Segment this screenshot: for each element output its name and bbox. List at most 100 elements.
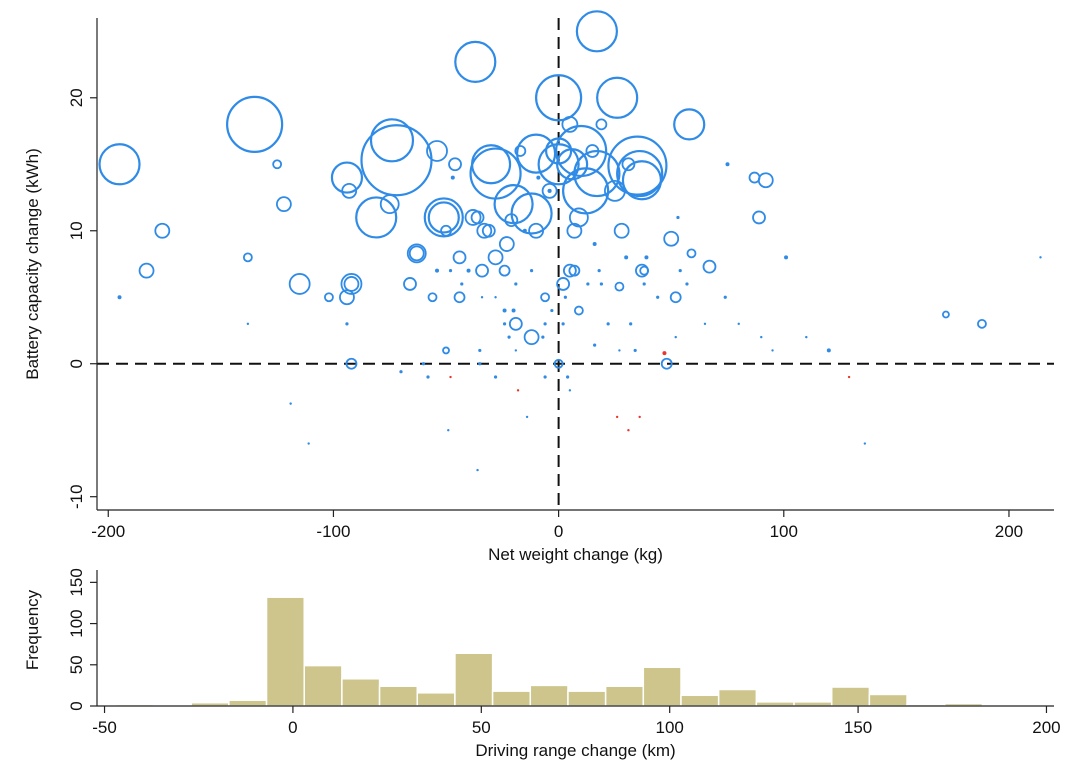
data-point — [723, 295, 727, 299]
data-point — [246, 322, 250, 326]
data-point — [535, 74, 583, 122]
data-point — [450, 175, 455, 180]
data-point — [442, 346, 450, 355]
data-point — [615, 415, 619, 419]
data-point — [502, 322, 507, 326]
data-point — [288, 273, 311, 295]
scatter-x-axis-label: Net weight change (kg) — [488, 545, 663, 564]
data-point — [607, 135, 668, 196]
data-point — [621, 160, 663, 201]
data-point — [408, 245, 425, 262]
data-point — [573, 305, 584, 316]
data-point — [470, 210, 485, 225]
histogram-bar — [755, 701, 795, 707]
histogram-bar — [680, 694, 720, 707]
data-point — [403, 277, 417, 291]
y-tick-label: -10 — [67, 484, 86, 509]
data-point — [447, 429, 450, 432]
data-point — [725, 162, 730, 167]
data-point — [642, 282, 646, 286]
data-point — [476, 222, 493, 239]
histogram-axes — [96, 570, 1054, 707]
data-point — [536, 175, 541, 180]
data-point — [515, 133, 557, 174]
data-point — [507, 335, 511, 339]
data-point — [504, 213, 519, 228]
data-point — [633, 348, 637, 353]
data-point — [562, 263, 577, 278]
data-point — [154, 222, 171, 239]
data-point — [522, 228, 527, 233]
data-point — [757, 172, 774, 189]
data-point — [656, 295, 660, 299]
data-point — [673, 108, 706, 141]
data-point — [525, 415, 529, 419]
data-point — [449, 375, 452, 379]
data-point — [423, 197, 464, 238]
data-point — [606, 322, 610, 326]
x-tick-label: 50 — [472, 718, 491, 737]
x-tick-label: 200 — [995, 522, 1023, 541]
histogram-bar — [868, 693, 908, 707]
data-point — [826, 348, 831, 353]
x-tick-label: 200 — [1032, 718, 1060, 737]
data-point — [516, 389, 520, 392]
histogram-panel: -50 0 50 100 150 200 0 50 100 150 Driving range … — [23, 568, 1061, 760]
data-point — [339, 289, 355, 306]
data-point — [399, 370, 403, 374]
data-point — [528, 222, 544, 239]
x-tick-label: 0 — [288, 718, 297, 737]
data-point — [343, 276, 360, 292]
histogram-bar — [303, 664, 343, 707]
data-point — [341, 182, 358, 199]
data-point — [644, 255, 649, 260]
x-tick-label: -50 — [92, 718, 117, 737]
data-point — [117, 295, 122, 300]
data-point — [674, 335, 677, 339]
data-point — [508, 316, 523, 331]
histogram-bar — [341, 678, 381, 707]
histogram-y-ticks: 0 50 100 150 — [67, 568, 97, 711]
data-point — [568, 264, 581, 277]
histogram-bar — [491, 690, 532, 707]
data-point — [686, 248, 697, 259]
data-point — [543, 322, 547, 326]
x-tick-label: -200 — [91, 522, 125, 541]
histogram-bar — [454, 652, 494, 707]
data-point — [426, 140, 448, 162]
y-tick-label: 0 — [67, 359, 86, 368]
data-point — [514, 145, 527, 157]
data-point — [616, 149, 664, 198]
data-point — [586, 282, 590, 286]
data-point — [629, 322, 633, 326]
scatter-x-ticks: -200 -100 0 100 200 — [91, 510, 1023, 541]
data-point — [426, 375, 430, 379]
data-point — [475, 263, 489, 278]
data-point — [511, 308, 516, 313]
data-point — [596, 76, 639, 119]
data-point — [421, 362, 426, 366]
data-point — [476, 468, 479, 472]
data-point — [752, 210, 766, 225]
data-point — [678, 269, 682, 273]
histogram-bar — [567, 690, 607, 707]
data-point — [487, 249, 504, 266]
data-point — [272, 159, 283, 170]
data-point — [464, 209, 482, 226]
data-point — [563, 295, 567, 299]
data-point — [624, 255, 629, 260]
data-point — [595, 118, 608, 131]
data-point — [556, 277, 571, 291]
data-point — [597, 269, 601, 273]
y-tick-label: 10 — [67, 221, 86, 240]
data-point — [494, 296, 497, 299]
data-point — [685, 282, 689, 286]
histogram-bar — [228, 699, 268, 707]
y-tick-label: 150 — [67, 568, 86, 596]
data-point — [369, 118, 415, 163]
histogram-bar — [793, 701, 833, 707]
data-point — [98, 143, 141, 186]
data-point — [541, 182, 558, 199]
data-point — [545, 137, 573, 165]
